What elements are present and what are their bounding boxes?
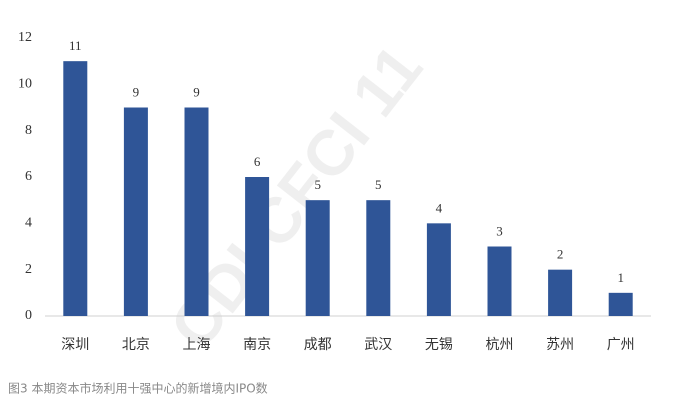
bar xyxy=(487,246,512,316)
bar xyxy=(63,61,88,316)
value-label: 9 xyxy=(193,84,200,99)
x-tick-label: 成都 xyxy=(304,337,332,353)
bar xyxy=(305,200,330,316)
bar xyxy=(245,177,270,316)
value-label: 5 xyxy=(314,177,321,192)
x-tick-label: 深圳 xyxy=(61,337,89,353)
value-label: 6 xyxy=(254,154,261,169)
bar xyxy=(548,269,573,316)
value-label: 2 xyxy=(557,247,564,262)
value-label: 11 xyxy=(69,38,82,53)
x-tick-label: 南京 xyxy=(243,337,271,353)
y-tick-label: 2 xyxy=(25,262,32,277)
x-tick-label: 上海 xyxy=(183,337,211,353)
x-tick-label: 武汉 xyxy=(364,337,392,353)
value-label: 5 xyxy=(375,177,382,192)
caption: 图3 本期资本市场利用十强中心的新增境内IPO数 xyxy=(8,381,268,396)
x-tick-label: 广州 xyxy=(607,337,635,353)
y-tick-label: 0 xyxy=(25,308,32,323)
bar xyxy=(366,200,391,316)
y-tick-label: 12 xyxy=(18,30,32,45)
bar xyxy=(426,223,451,316)
bar xyxy=(123,107,148,316)
y-tick-label: 6 xyxy=(25,169,32,184)
bar xyxy=(608,292,633,316)
y-tick-label: 4 xyxy=(25,216,32,231)
x-tick-label: 苏州 xyxy=(546,337,574,353)
value-label: 1 xyxy=(617,270,624,285)
y-tick-label: 10 xyxy=(18,77,32,92)
value-label: 9 xyxy=(133,84,140,99)
x-tick-label: 杭州 xyxy=(486,337,514,353)
value-label: 3 xyxy=(496,223,503,238)
x-tick-label: 无锡 xyxy=(425,337,453,353)
value-label: 4 xyxy=(436,200,443,215)
x-tick-label: 北京 xyxy=(122,337,150,353)
y-tick-label: 8 xyxy=(25,123,32,138)
bar xyxy=(184,107,209,316)
